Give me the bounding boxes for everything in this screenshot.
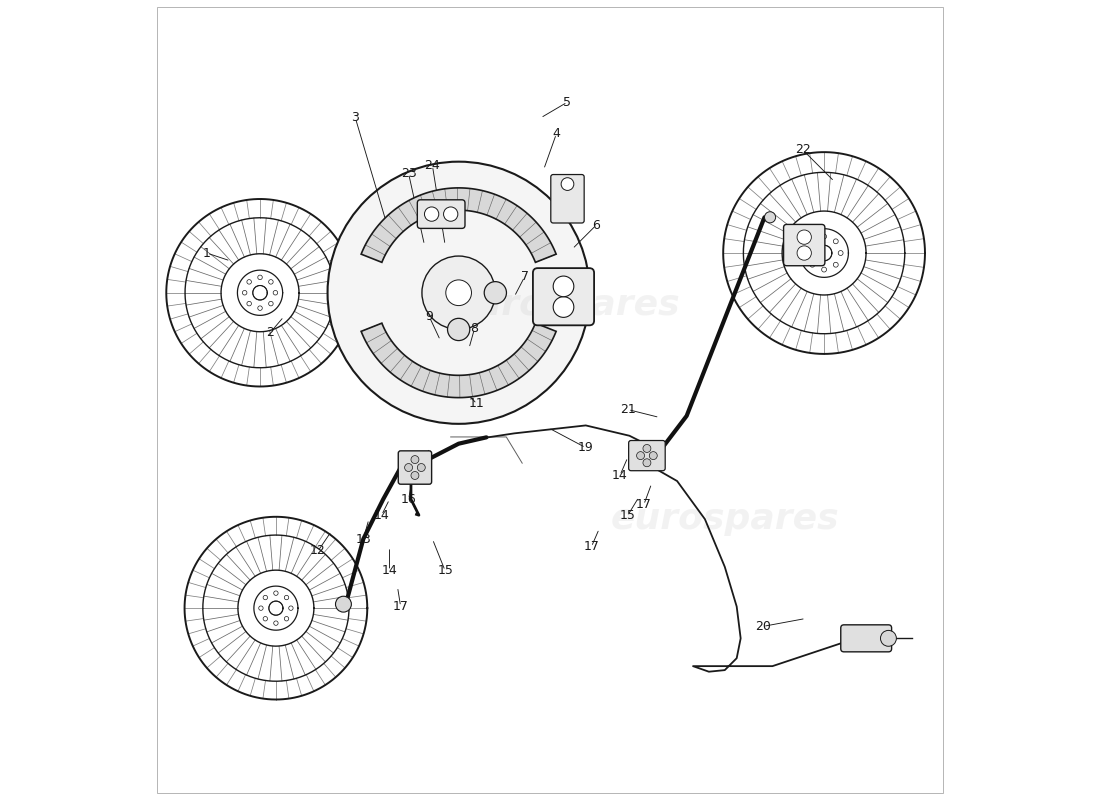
Circle shape [637,452,645,459]
Circle shape [448,318,470,341]
FancyBboxPatch shape [783,225,825,266]
Text: 18: 18 [417,461,432,474]
Circle shape [336,596,351,612]
Circle shape [268,302,273,306]
Text: 13: 13 [355,533,371,546]
Circle shape [246,280,252,284]
Text: 23: 23 [400,167,417,180]
Text: 15: 15 [620,509,636,522]
Circle shape [273,290,277,295]
Circle shape [810,239,815,244]
Circle shape [810,262,815,267]
FancyBboxPatch shape [398,451,431,484]
Text: 3: 3 [351,111,360,125]
Text: 19: 19 [578,441,594,454]
Circle shape [328,162,590,424]
Circle shape [268,601,283,615]
Text: 12: 12 [310,545,326,558]
Text: eurospares: eurospares [452,288,680,322]
Circle shape [816,246,832,261]
Text: 14: 14 [612,469,628,482]
Circle shape [443,207,458,222]
Text: 7: 7 [520,270,529,283]
Circle shape [257,275,262,280]
Circle shape [553,276,574,297]
Circle shape [268,280,273,284]
Circle shape [798,246,812,260]
Text: 14: 14 [382,564,397,578]
FancyBboxPatch shape [532,268,594,326]
Circle shape [834,262,838,267]
Circle shape [880,630,896,646]
Circle shape [561,178,574,190]
Polygon shape [361,323,557,398]
Circle shape [258,606,263,610]
Circle shape [411,471,419,479]
Circle shape [446,280,472,306]
Circle shape [798,230,812,244]
Circle shape [422,256,495,330]
Text: 17: 17 [636,498,651,511]
Circle shape [253,286,267,300]
Circle shape [417,463,426,471]
Circle shape [284,617,288,621]
Circle shape [246,302,252,306]
Circle shape [805,250,810,255]
Text: 5: 5 [563,95,572,109]
Text: 4: 4 [552,127,560,140]
Circle shape [274,621,278,626]
Polygon shape [361,188,557,262]
Circle shape [484,282,506,304]
Circle shape [242,290,246,295]
FancyBboxPatch shape [629,441,666,470]
Circle shape [822,267,826,272]
Text: 20: 20 [755,620,771,633]
Text: 17: 17 [583,541,600,554]
Circle shape [764,212,776,223]
Circle shape [257,306,262,310]
Text: 16: 16 [400,493,417,506]
Text: 15: 15 [437,564,453,578]
Text: 22: 22 [795,143,811,156]
Circle shape [425,207,439,222]
Circle shape [834,239,838,244]
Circle shape [274,591,278,595]
Text: 24: 24 [425,159,440,172]
Circle shape [288,606,293,610]
Circle shape [553,297,574,318]
Text: 17: 17 [393,600,408,613]
Circle shape [284,595,288,600]
Text: 14: 14 [374,509,389,522]
Circle shape [838,250,843,255]
Circle shape [405,463,412,471]
Text: 1: 1 [202,246,211,259]
FancyBboxPatch shape [840,625,892,652]
Text: 9: 9 [426,310,433,323]
FancyBboxPatch shape [551,174,584,223]
Text: 2: 2 [266,326,274,339]
Text: 21: 21 [620,403,636,416]
Circle shape [263,617,267,621]
Text: 11: 11 [469,398,485,410]
Text: eurospares: eurospares [610,502,839,536]
Circle shape [411,456,419,463]
FancyBboxPatch shape [417,200,465,229]
Text: 6: 6 [592,218,600,232]
Text: 8: 8 [471,322,478,335]
Circle shape [263,595,267,600]
Circle shape [642,445,651,453]
Circle shape [822,234,826,239]
Circle shape [649,452,658,459]
Circle shape [642,458,651,466]
